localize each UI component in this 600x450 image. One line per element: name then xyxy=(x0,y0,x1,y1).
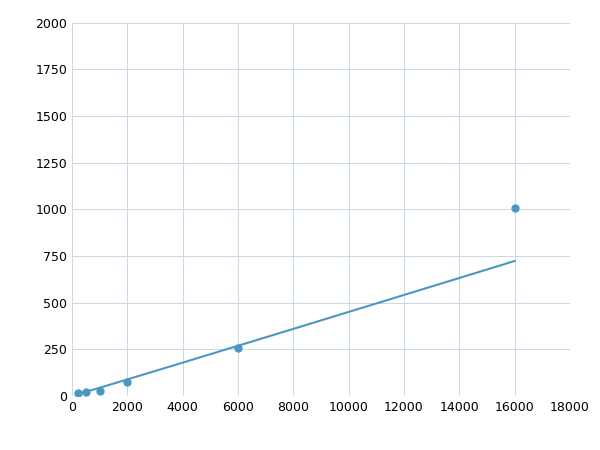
Point xyxy=(95,387,104,395)
Point xyxy=(233,345,243,352)
Point xyxy=(122,378,132,386)
Point xyxy=(81,389,91,396)
Point xyxy=(73,390,82,397)
Point xyxy=(510,205,520,212)
